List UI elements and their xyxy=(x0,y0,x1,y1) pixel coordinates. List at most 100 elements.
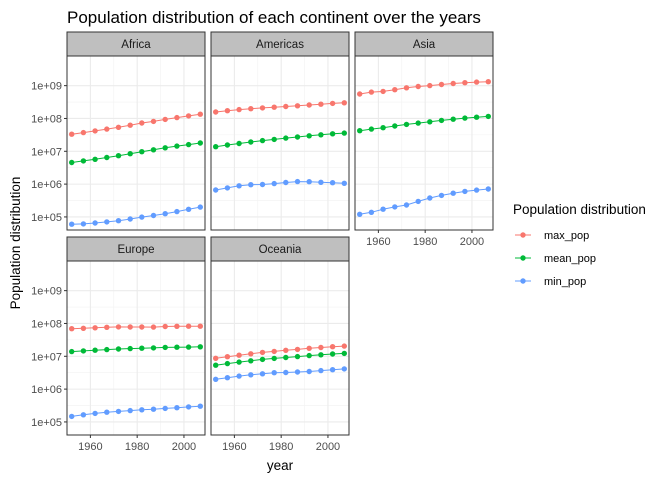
point-mean_pop xyxy=(213,362,219,368)
point-min_pop xyxy=(438,192,445,199)
panel-oceania: Oceania 1960 1980 2000 xyxy=(210,236,350,453)
point-min_pop xyxy=(104,219,110,225)
point-mean_pop xyxy=(283,135,289,141)
point-max_pop xyxy=(104,126,110,132)
point-max_pop xyxy=(485,79,491,85)
point-mean_pop xyxy=(271,136,277,143)
y-tick-label: 1e+05 xyxy=(31,417,62,429)
point-min_pop xyxy=(213,187,219,193)
point-mean_pop xyxy=(306,352,312,359)
point-mean_pop xyxy=(329,131,336,137)
point-mean_pop xyxy=(236,359,242,365)
point-mean_pop xyxy=(69,159,75,166)
point-min_pop xyxy=(283,369,289,376)
point-mean_pop xyxy=(213,144,219,150)
point-mean_pop xyxy=(415,120,421,126)
point-max_pop xyxy=(368,89,375,95)
point-mean_pop xyxy=(318,132,324,138)
point-max_pop xyxy=(248,351,254,357)
x-tick-label: 1960 xyxy=(222,441,246,453)
point-max_pop xyxy=(415,83,421,90)
point-min_pop xyxy=(294,178,301,185)
facet-label: Oceania xyxy=(259,244,302,256)
point-min_pop xyxy=(224,185,231,191)
point-mean_pop xyxy=(162,344,168,351)
point-min_pop xyxy=(185,404,192,410)
point-max_pop xyxy=(162,116,168,123)
point-max_pop xyxy=(341,100,347,106)
y-tick-label: 1e+06 xyxy=(31,384,62,396)
point-max_pop xyxy=(197,111,203,117)
legend-label: mean_pop xyxy=(544,253,596,265)
x-tick-label: 2000 xyxy=(172,441,196,453)
point-max_pop xyxy=(283,103,289,110)
legend-item-max_pop: max_pop xyxy=(515,230,589,242)
point-min_pop xyxy=(213,376,219,382)
x-axis-label: year xyxy=(267,458,294,473)
x-tick-label: 1980 xyxy=(269,441,293,453)
point-min_pop xyxy=(368,209,375,215)
point-max_pop xyxy=(392,87,398,93)
point-min_pop xyxy=(341,366,347,372)
point-mean_pop xyxy=(294,353,301,360)
panel-border xyxy=(66,55,206,231)
point-mean_pop xyxy=(368,126,375,132)
point-mean_pop xyxy=(185,141,192,148)
point-min_pop xyxy=(127,407,133,414)
point-mean_pop xyxy=(197,140,203,146)
point-min_pop xyxy=(174,405,180,411)
point-max_pop xyxy=(318,344,324,351)
panel-border xyxy=(354,55,494,231)
point-mean_pop xyxy=(392,123,398,129)
point-max_pop xyxy=(306,102,312,108)
point-min_pop xyxy=(224,375,231,381)
point-min_pop xyxy=(92,220,98,226)
point-min_pop xyxy=(197,204,203,210)
y-tick-label: 1e+09 xyxy=(31,81,62,93)
point-mean_pop xyxy=(438,117,445,124)
point-max_pop xyxy=(283,347,289,353)
panel-asia: Asia 1960 1980 2000 xyxy=(354,31,494,248)
point-min_pop xyxy=(318,367,324,374)
point-min_pop xyxy=(392,204,398,210)
x-tick-label: 2000 xyxy=(316,441,340,453)
point-min_pop xyxy=(259,371,266,377)
point-min_pop xyxy=(283,179,289,186)
facet-label: Africa xyxy=(121,39,151,51)
x-tick-label: 1960 xyxy=(78,441,102,453)
point-min_pop xyxy=(259,181,266,188)
point-mean_pop xyxy=(224,142,231,148)
facet-label: Europe xyxy=(117,244,154,256)
point-mean_pop xyxy=(139,149,145,155)
point-mean_pop xyxy=(259,356,266,363)
point-min_pop xyxy=(294,369,301,375)
y-tick-label: 1e+08 xyxy=(31,113,62,125)
point-mean_pop xyxy=(150,345,157,351)
point-min_pop xyxy=(115,408,122,415)
point-mean_pop xyxy=(69,348,75,355)
point-mean_pop xyxy=(80,348,87,354)
facet-strip xyxy=(66,31,206,57)
point-max_pop xyxy=(403,85,410,91)
point-min_pop xyxy=(69,221,75,227)
y-tick-label: 1e+08 xyxy=(31,318,62,330)
point-max_pop xyxy=(115,124,122,130)
point-min_pop xyxy=(80,412,87,418)
point-mean_pop xyxy=(462,115,468,121)
point-mean_pop xyxy=(341,130,347,136)
point-min_pop xyxy=(150,212,157,219)
point-mean_pop xyxy=(403,121,410,128)
point-max_pop xyxy=(80,129,87,136)
point-max_pop xyxy=(162,323,168,330)
point-max_pop xyxy=(341,343,347,349)
y-tick-label: 1e+07 xyxy=(31,146,62,158)
point-mean_pop xyxy=(329,351,336,357)
point-min_pop xyxy=(150,406,157,412)
point-max_pop xyxy=(185,113,192,119)
facet-strip xyxy=(210,236,350,262)
point-max_pop xyxy=(271,104,277,110)
point-min_pop xyxy=(380,206,386,212)
point-max_pop xyxy=(224,108,231,114)
x-tick-label: 1960 xyxy=(366,236,390,248)
point-mean_pop xyxy=(162,145,168,151)
